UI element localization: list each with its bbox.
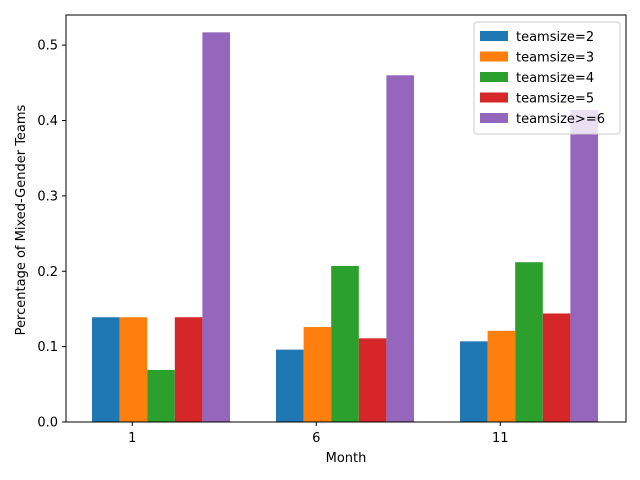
legend-label: teamsize=5 bbox=[516, 92, 594, 107]
bar-teamsize-2-month-1 bbox=[92, 317, 120, 422]
legend-swatch bbox=[480, 113, 508, 123]
bar-teamsize-5-month-1 bbox=[174, 317, 203, 422]
y-tick-label: 0.0 bbox=[37, 416, 58, 431]
x-tick-label: 6 bbox=[312, 431, 320, 446]
bar-teamsize-2-month-6 bbox=[276, 349, 304, 422]
bar-teamsize-4-month-6 bbox=[331, 265, 359, 422]
axes-layer: 0.0 0.1 0.2 0.3 0.4 0.5 1 6 11 bbox=[37, 14, 627, 446]
bar-teamsize-4-month-11 bbox=[515, 262, 543, 422]
bars-layer bbox=[92, 32, 598, 423]
bar-teamsize-5-month-11 bbox=[542, 313, 571, 422]
legend: teamsize=2 teamsize=3 teamsize=4 teamsize=5… bbox=[473, 21, 621, 135]
legend-swatch bbox=[480, 51, 508, 62]
x-tick-label: 1 bbox=[128, 431, 136, 446]
legend-swatch bbox=[480, 31, 508, 41]
y-tick-label: 0.4 bbox=[37, 114, 58, 129]
bar-teamsize-6-month-11 bbox=[570, 109, 598, 422]
y-tick-label: 0.2 bbox=[37, 265, 58, 280]
legend-swatch bbox=[480, 92, 508, 103]
legend-swatch bbox=[480, 72, 508, 82]
x-axis-label: Month bbox=[326, 451, 367, 466]
legend-label: teamsize=2 bbox=[516, 30, 594, 45]
bar-teamsize-6-month-6 bbox=[386, 75, 414, 423]
y-tick-label: 0.5 bbox=[37, 39, 58, 54]
bar-teamsize-4-month-1 bbox=[147, 369, 175, 422]
plot-frame bbox=[65, 14, 627, 423]
bar-teamsize-3-month-11 bbox=[487, 330, 516, 422]
y-tick-label: 0.3 bbox=[37, 189, 58, 204]
bar-teamsize-3-month-6 bbox=[303, 327, 332, 422]
legend-label: teamsize=3 bbox=[516, 51, 594, 66]
bar-teamsize-6-month-1 bbox=[202, 32, 230, 423]
bar-teamsize-5-month-6 bbox=[358, 338, 387, 422]
bar-teamsize-2-month-11 bbox=[460, 341, 488, 422]
legend-box bbox=[473, 21, 621, 135]
legend-label: teamsize>=6 bbox=[516, 112, 605, 127]
y-axis-label: Percentage of Mixed-Gender Teams bbox=[14, 104, 29, 335]
bar-teamsize-3-month-1 bbox=[119, 317, 148, 422]
x-tick-label: 11 bbox=[492, 431, 509, 446]
y-tick-label: 0.1 bbox=[37, 340, 58, 355]
legend-label: teamsize=4 bbox=[516, 71, 594, 86]
